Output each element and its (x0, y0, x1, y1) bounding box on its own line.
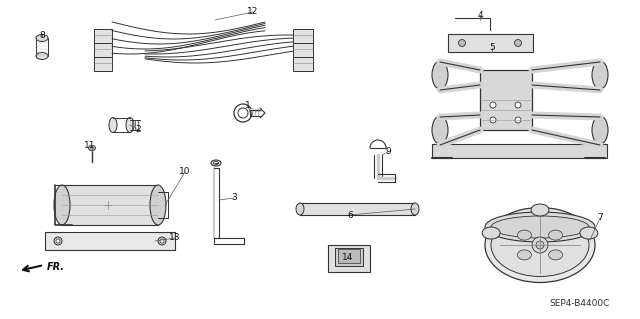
Text: 2: 2 (135, 125, 141, 135)
Ellipse shape (518, 230, 531, 240)
Bar (94, 43, 112, 57)
Ellipse shape (485, 212, 595, 242)
Ellipse shape (432, 61, 448, 89)
Bar (335, 248, 363, 266)
Ellipse shape (592, 61, 608, 89)
Text: 4: 4 (477, 11, 483, 19)
Circle shape (56, 239, 60, 243)
Circle shape (54, 237, 62, 245)
Ellipse shape (411, 203, 419, 215)
Ellipse shape (518, 250, 531, 260)
Ellipse shape (531, 204, 549, 216)
Circle shape (515, 102, 521, 108)
Circle shape (515, 40, 522, 47)
Ellipse shape (88, 145, 95, 151)
Ellipse shape (432, 116, 448, 144)
Bar (300, 203, 415, 215)
Ellipse shape (548, 250, 563, 260)
Text: 7: 7 (597, 213, 603, 222)
Text: 12: 12 (247, 8, 259, 17)
Ellipse shape (211, 160, 221, 166)
Ellipse shape (491, 216, 589, 238)
Text: 3: 3 (231, 194, 237, 203)
Circle shape (234, 104, 252, 122)
Ellipse shape (548, 230, 563, 240)
Text: 13: 13 (169, 234, 180, 242)
Circle shape (532, 237, 548, 253)
Ellipse shape (482, 227, 500, 239)
Ellipse shape (296, 203, 304, 215)
Bar (432, 144, 607, 158)
Bar (62, 185, 158, 225)
Ellipse shape (580, 227, 598, 239)
Text: 10: 10 (179, 167, 191, 176)
Text: 14: 14 (342, 253, 354, 262)
Text: 9: 9 (385, 147, 391, 157)
Bar (480, 70, 532, 130)
Ellipse shape (54, 185, 70, 225)
Ellipse shape (109, 117, 117, 132)
Text: 6: 6 (347, 211, 353, 219)
Bar (94, 29, 112, 43)
Bar (45, 232, 175, 250)
Circle shape (515, 117, 521, 123)
Text: 5: 5 (489, 43, 495, 53)
Bar (293, 43, 313, 57)
Text: FR.: FR. (47, 262, 65, 272)
Text: 8: 8 (39, 31, 45, 40)
Text: SEP4-B4400C: SEP4-B4400C (550, 299, 610, 308)
Bar (328, 245, 370, 272)
Ellipse shape (150, 185, 166, 225)
Ellipse shape (491, 213, 589, 277)
Circle shape (458, 40, 465, 47)
Bar (293, 29, 313, 43)
Text: 11: 11 (84, 140, 96, 150)
Circle shape (238, 108, 248, 118)
Bar (293, 57, 313, 71)
Ellipse shape (592, 116, 608, 144)
Ellipse shape (36, 53, 48, 60)
Circle shape (158, 237, 166, 245)
Ellipse shape (36, 34, 48, 41)
Ellipse shape (126, 117, 134, 132)
Bar (448, 34, 533, 52)
Circle shape (536, 241, 544, 249)
Circle shape (490, 117, 496, 123)
Ellipse shape (214, 161, 218, 165)
Bar (338, 249, 360, 263)
Text: 1: 1 (245, 100, 251, 109)
Circle shape (490, 102, 496, 108)
Ellipse shape (485, 207, 595, 283)
Bar (94, 57, 112, 71)
Circle shape (160, 239, 164, 243)
